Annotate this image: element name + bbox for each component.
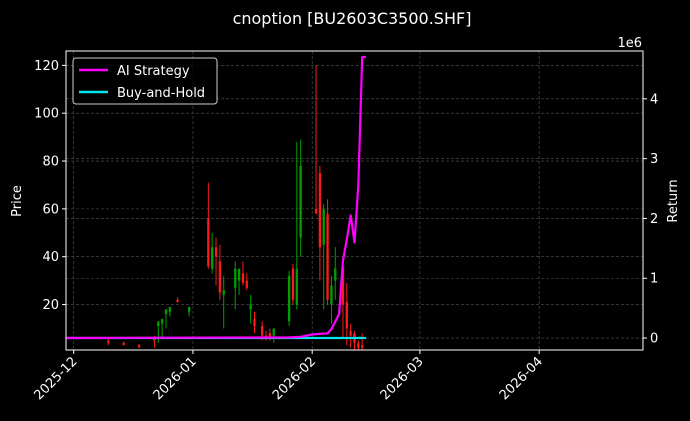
y-tick-label-left: 120 (34, 59, 59, 74)
y-tick-label-left: 80 (42, 155, 59, 170)
y-tick-label-right: 3 (650, 152, 658, 167)
candle-body (295, 268, 298, 305)
candle-body (253, 318, 256, 327)
candle-body (245, 280, 248, 288)
y-tick-label-left: 20 (42, 298, 59, 313)
candle-body (168, 306, 172, 312)
candle-body (291, 268, 295, 300)
candle-body (268, 333, 272, 339)
y-tick-label-left: 40 (42, 250, 59, 265)
chart-title: cnoption [BU2603C3500.SHF] (233, 9, 472, 28)
series-line-ai-strategy (65, 55, 366, 340)
candle-body (349, 330, 352, 336)
candle-body (334, 268, 337, 281)
candle-body (207, 218, 210, 267)
candle-body (176, 299, 179, 303)
legend-label-ai-strategy: AI Strategy (117, 64, 190, 79)
candle-body (237, 268, 241, 281)
candle-body (241, 273, 245, 284)
y-axis-label-right: Return (666, 179, 681, 222)
y-tick-label-left: 60 (42, 202, 59, 217)
candlestick-series (107, 65, 364, 350)
candle-body (322, 208, 325, 245)
plot-frame (65, 50, 644, 351)
y-tick-label-right: 2 (650, 212, 658, 227)
candle-body (345, 302, 348, 329)
y-tick-label-right: 1 (650, 272, 658, 287)
candle-body (161, 318, 164, 324)
candle-body (211, 247, 214, 269)
candle-body (261, 326, 264, 336)
candle-body (330, 285, 333, 305)
legend-label-buy-and-hold: Buy-and-Hold (117, 86, 205, 101)
candle-body (214, 247, 218, 257)
right-axis-ticks: 0 1 2 3 4 (643, 92, 658, 347)
line-series (65, 55, 366, 340)
candle-body (287, 275, 291, 322)
candle-body (249, 304, 252, 310)
candle-body (357, 342, 360, 348)
candle-body (272, 328, 275, 336)
y-tick-label-right: 0 (650, 332, 658, 347)
candle-body (326, 213, 329, 300)
candle-body (314, 208, 318, 214)
candle-body (164, 309, 168, 315)
candle-body (187, 306, 191, 312)
candle-body (299, 165, 302, 238)
candle-body (122, 342, 125, 346)
candle-body (341, 266, 345, 305)
candle-body (157, 321, 160, 327)
legend-box (72, 57, 218, 105)
candle-body (137, 345, 141, 348)
candle-body (361, 345, 364, 348)
y-tick-label-right: 4 (650, 92, 658, 107)
legend: AI Strategy Buy-and-Hold (72, 57, 218, 105)
candle-body (107, 340, 110, 343)
y-axis-label-left: Price (10, 185, 25, 217)
candle-body (153, 338, 156, 341)
candle-body (218, 261, 222, 293)
right-axis-exponent: 1e6 (617, 36, 642, 51)
candle-body (318, 172, 322, 248)
candle-body (234, 268, 237, 288)
left-axis-ticks: 20 40 60 80 100 120 (34, 59, 66, 313)
candle-body (222, 290, 225, 295)
y-tick-label-left: 100 (34, 107, 59, 122)
